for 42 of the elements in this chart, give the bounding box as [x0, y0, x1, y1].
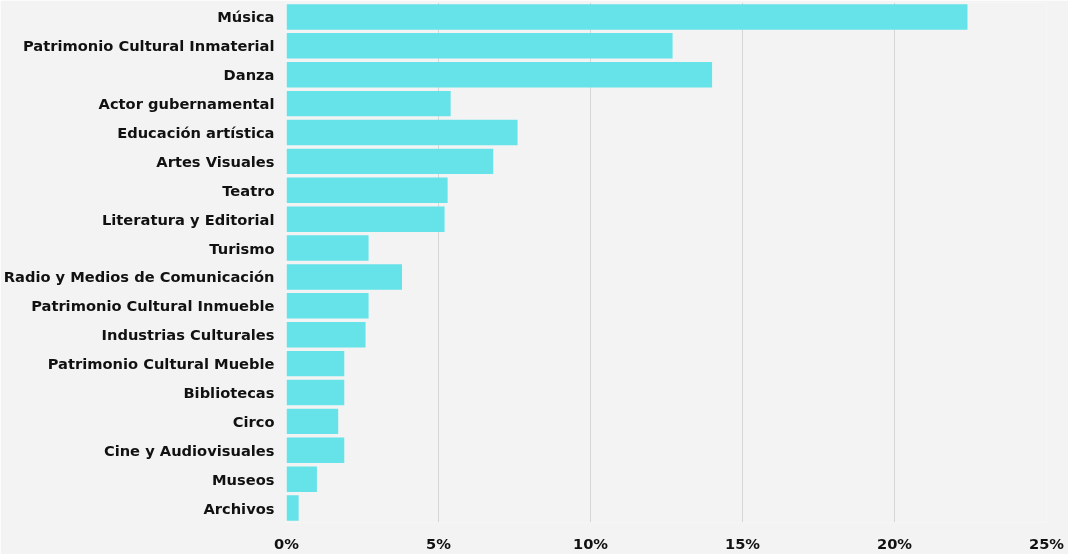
y-tick-label: Turismo: [209, 239, 275, 257]
bar: [286, 90, 451, 117]
y-tick-label: Artes Visuales: [156, 152, 275, 170]
bar: [286, 322, 366, 348]
x-tick-label: 10%: [572, 534, 609, 552]
x-tick-label: 20%: [876, 534, 913, 552]
x-tick-label: 15%: [724, 534, 761, 552]
y-tick-label: Patrimonio Cultural Mueble: [47, 355, 275, 373]
y-tick-label: Cine y Audiovisuales: [103, 441, 275, 459]
y-tick-label: Bibliotecas: [183, 384, 275, 401]
bar: [286, 235, 369, 261]
bar: [286, 62, 713, 88]
bar: [286, 177, 448, 203]
y-tick-label: Educación artística: [117, 124, 275, 141]
bar: [286, 264, 403, 290]
x-tick-label: 25%: [1028, 534, 1065, 552]
y-tick-label: Radio y Medios de Comunicación: [3, 268, 275, 286]
x-tick-label: 5%: [426, 534, 452, 552]
y-tick-label: Patrimonio Cultural Inmueble: [31, 297, 275, 315]
bar: [286, 379, 345, 406]
bar: [286, 350, 345, 377]
bar: [286, 495, 299, 521]
bar: [286, 148, 494, 175]
y-tick-label: Actor gubernamental: [98, 95, 275, 113]
bar: [286, 293, 369, 319]
bar: [286, 119, 518, 146]
bar: [286, 466, 317, 492]
bar: [286, 437, 345, 463]
y-tick-label: Archivos: [203, 499, 275, 517]
bar: [286, 4, 968, 30]
bar: [286, 33, 673, 59]
y-tick-label: Circo: [232, 412, 275, 430]
bar: [286, 408, 339, 435]
x-tick-label: 0%: [274, 534, 300, 552]
y-tick-label: Danza: [223, 66, 275, 84]
y-tick-label: Industrias Culturales: [101, 326, 275, 344]
bar: [286, 206, 445, 232]
y-tick-label: Literatura y Editorial: [101, 210, 275, 228]
y-tick-label: Teatro: [222, 181, 275, 199]
y-tick-label: Música: [217, 8, 275, 26]
y-tick-label: Patrimonio Cultural Inmaterial: [22, 37, 275, 55]
y-tick-label: Museos: [212, 470, 275, 488]
